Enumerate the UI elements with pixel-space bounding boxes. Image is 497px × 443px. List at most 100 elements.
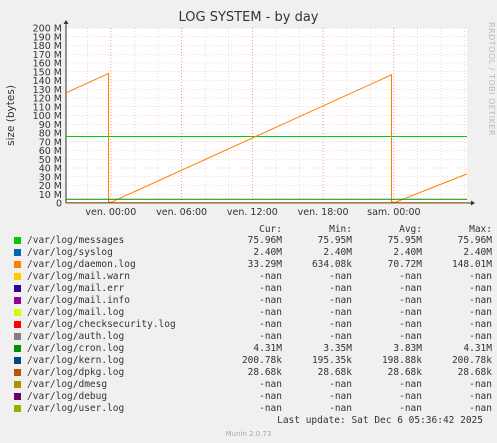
legend-label: /var/log/mail.warn <box>27 271 130 282</box>
x-axis-arrow <box>471 200 475 206</box>
legend-avg: 3.83M <box>393 343 422 354</box>
y-tick-label: 60 M <box>39 146 62 157</box>
legend-swatch <box>14 393 21 400</box>
y-tick-label: 10 M <box>39 190 62 201</box>
legend-min: 28.68k <box>317 367 352 378</box>
legend-max: -nan <box>469 283 492 294</box>
legend-avg: -nan <box>399 307 422 318</box>
legend-row: /var/log/kern.log 200.78k 195.35k 198.88k 20… <box>0 355 497 367</box>
legend-row: /var/log/syslog 2.40M 2.40M 2.40M 2.40M <box>0 247 497 259</box>
legend-row: /var/log/mail.err -nan -nan -nan -nan <box>0 283 497 295</box>
legend-cur: 75.96M <box>247 235 282 246</box>
y-tick-label: 190 M <box>33 32 62 43</box>
legend-min: 634.08k <box>311 259 352 270</box>
x-tick-label: ven. 06:00 <box>156 207 207 218</box>
y-tick-label: 180 M <box>33 41 62 52</box>
legend-cur: -nan <box>259 271 282 282</box>
legend-header: Avg: <box>399 224 422 235</box>
legend-row: /var/log/debug -nan -nan -nan -nan <box>0 391 497 403</box>
legend-cur: -nan <box>259 283 282 294</box>
munin-version: Munin 2.0.73 <box>225 430 272 438</box>
legend-row: /var/log/auth.log -nan -nan -nan -nan <box>0 331 497 343</box>
legend-avg: -nan <box>399 379 422 390</box>
y-axis-arrow <box>63 20 69 24</box>
legend-row: /var/log/mail.info -nan -nan -nan -nan <box>0 295 497 307</box>
legend-min: -nan <box>329 283 352 294</box>
legend-label: /var/log/dpkg.log <box>27 367 125 378</box>
legend-max: 2.40M <box>463 247 492 258</box>
legend-avg: -nan <box>399 331 422 342</box>
rrdtool-credit: RRDTOOL / TOBI OETIKER <box>487 22 496 137</box>
legend-label: /var/log/dmesg <box>27 379 108 390</box>
x-tick-label: sam. 00:00 <box>367 207 420 218</box>
y-tick-label: 0 <box>56 199 62 210</box>
y-tick-label: 110 M <box>33 102 62 113</box>
legend-swatch <box>14 237 21 244</box>
legend-label: /var/log/kern.log <box>27 355 125 366</box>
legend-row: /var/log/dmesg -nan -nan -nan -nan <box>0 379 497 391</box>
legend-min: -nan <box>329 271 352 282</box>
legend-min: -nan <box>329 295 352 306</box>
x-tick-label: ven. 12:00 <box>227 207 278 218</box>
legend-min: -nan <box>329 319 352 330</box>
legend-min: 195.35k <box>311 355 352 366</box>
legend-swatch <box>14 369 21 376</box>
legend-cur: -nan <box>259 403 282 414</box>
legend-header: Cur: <box>259 224 282 235</box>
legend-header: Min: <box>329 224 352 235</box>
y-tick-label: 70 M <box>39 137 62 148</box>
legend-header: Max: <box>469 224 492 235</box>
legend-avg: 28.68k <box>387 367 422 378</box>
x-tick-label: ven. 18:00 <box>298 207 349 218</box>
legend-label: /var/log/mail.err <box>27 283 125 294</box>
legend-cur: -nan <box>259 319 282 330</box>
legend-swatch <box>14 309 21 316</box>
legend-row: /var/log/user.log -nan -nan -nan -nan <box>0 403 497 415</box>
legend-swatch <box>14 273 21 280</box>
legend-swatch <box>14 249 21 256</box>
legend-avg: 198.88k <box>381 355 422 366</box>
legend-label: /var/log/cron.log <box>27 343 125 354</box>
legend-label: /var/log/syslog <box>27 247 113 258</box>
legend-avg: 2.40M <box>393 247 422 258</box>
legend-row: /var/log/cron.log 4.31M 3.35M 3.83M 4.31M <box>0 343 497 355</box>
y-tick-label: 80 M <box>39 129 62 140</box>
legend-label: /var/log/messages <box>27 235 125 246</box>
y-tick-label: 140 M <box>33 76 62 87</box>
y-tick-label: 90 M <box>39 120 62 131</box>
legend-cur: -nan <box>259 295 282 306</box>
y-tick-label: 100 M <box>33 111 62 122</box>
y-tick-label: 20 M <box>39 181 62 192</box>
legend-row: /var/log/mail.warn -nan -nan -nan -nan <box>0 271 497 283</box>
legend-avg: 70.72M <box>387 259 422 270</box>
legend-swatch <box>14 405 21 412</box>
legend-max: 200.78k <box>451 355 492 366</box>
legend-swatch <box>14 357 21 364</box>
legend-min: -nan <box>329 379 352 390</box>
last-update: Last update: Sat Dec 6 05:36:42 2025 <box>277 415 483 426</box>
legend-avg: -nan <box>399 295 422 306</box>
legend-row: /var/log/dpkg.log 28.68k 28.68k 28.68k 28.68… <box>0 367 497 379</box>
y-tick-label: 170 M <box>33 50 62 61</box>
legend-row: /var/log/mail.log -nan -nan -nan -nan <box>0 307 497 319</box>
legend-label: /var/log/user.log <box>27 403 125 414</box>
legend-avg: 75.95M <box>387 235 422 246</box>
legend-row: /var/log/checksecurity.log -nan -nan -nan -n… <box>0 319 497 331</box>
legend-label: /var/log/mail.info <box>27 295 130 306</box>
legend-max: -nan <box>469 319 492 330</box>
legend-max: -nan <box>469 403 492 414</box>
y-tick-label: 40 M <box>39 164 62 175</box>
legend-label: /var/log/checksecurity.log <box>27 319 176 330</box>
legend-max: 4.31M <box>463 343 492 354</box>
legend-max: 148.01M <box>451 259 492 270</box>
y-tick-label: 120 M <box>33 94 62 105</box>
legend-max: -nan <box>469 379 492 390</box>
legend-swatch <box>14 321 21 328</box>
legend-cur: -nan <box>259 391 282 402</box>
legend-max: 75.96M <box>457 235 492 246</box>
legend-avg: -nan <box>399 271 422 282</box>
legend-cur: -nan <box>259 331 282 342</box>
legend-cur: 2.40M <box>253 247 282 258</box>
legend-cur: -nan <box>259 379 282 390</box>
legend-swatch <box>14 345 21 352</box>
